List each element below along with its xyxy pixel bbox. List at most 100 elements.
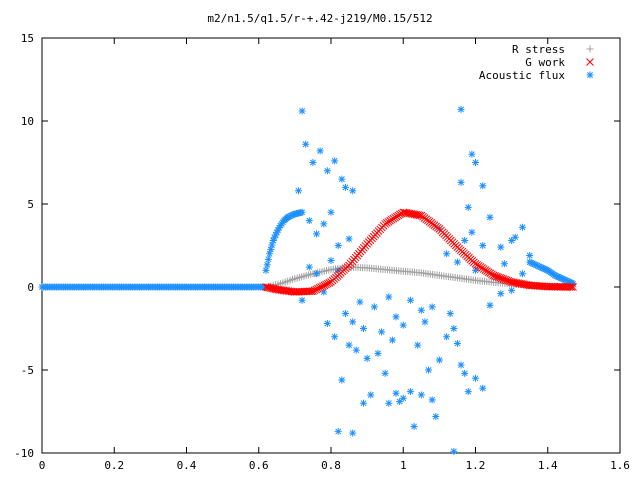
acoustic-flux-point	[532, 261, 540, 269]
acoustic-flux-point	[396, 398, 404, 406]
x-tick-label: 1.4	[538, 459, 558, 472]
acoustic-flux-point	[535, 262, 543, 270]
acoustic-flux-point	[410, 422, 418, 430]
legend-marker	[586, 45, 594, 53]
acoustic-flux-point	[288, 211, 296, 219]
acoustic-flux-point	[338, 376, 346, 384]
acoustic-flux-point	[263, 261, 271, 269]
acoustic-flux-point	[381, 369, 389, 377]
x-tick-label: 1.6	[610, 459, 630, 472]
acoustic-flux-point	[370, 303, 378, 311]
acoustic-flux-point	[518, 223, 526, 231]
acoustic-flux-point	[331, 333, 339, 341]
acoustic-flux-point	[287, 212, 295, 220]
acoustic-flux-point	[508, 237, 516, 245]
acoustic-flux-point	[327, 208, 335, 216]
y-tick-label: -10	[14, 447, 34, 460]
acoustic-flux-point	[417, 306, 425, 314]
acoustic-flux-point	[414, 341, 422, 349]
g-work-point	[563, 283, 572, 291]
acoustic-flux-point	[527, 259, 535, 267]
x-tick-label: 0	[39, 459, 46, 472]
acoustic-flux-point	[363, 354, 371, 362]
acoustic-flux-point	[269, 237, 277, 245]
acoustic-flux-point	[450, 447, 458, 455]
g-work-point	[569, 283, 577, 291]
acoustic-flux-point	[497, 290, 505, 298]
g-work-point	[265, 283, 273, 292]
chart-title: m2/n1.5/q1.5/r-+.42-j219/M0.15/512	[207, 12, 432, 25]
acoustic-flux-point	[298, 208, 306, 216]
legend-label: R stress	[512, 43, 565, 56]
acoustic-flux-point	[518, 270, 526, 278]
x-tick-label: 0.6	[249, 459, 269, 472]
acoustic-flux-point	[272, 231, 280, 239]
acoustic-flux-point	[313, 230, 321, 238]
acoustic-flux-point	[378, 328, 386, 336]
acoustic-flux-point	[302, 140, 310, 148]
acoustic-flux-point	[479, 182, 487, 190]
acoustic-flux-point	[406, 388, 414, 396]
acoustic-flux-point	[267, 245, 275, 253]
acoustic-flux-point	[541, 265, 549, 273]
acoustic-flux-point	[457, 105, 465, 113]
acoustic-flux-point	[334, 242, 342, 249]
acoustic-flux-point	[529, 260, 537, 268]
g-work-point	[561, 283, 570, 291]
legend-label: Acoustic flux	[479, 69, 565, 82]
acoustic-flux-point	[349, 429, 357, 437]
acoustic-flux-point	[268, 241, 276, 249]
acoustic-flux-point	[538, 264, 546, 272]
acoustic-flux-point	[273, 228, 281, 236]
acoustic-flux-point	[360, 325, 368, 332]
acoustic-flux-point	[341, 310, 349, 318]
y-tick-label: 5	[27, 198, 34, 211]
acoustic-flux-point	[305, 263, 313, 271]
g-work-point	[305, 287, 314, 296]
acoustic-flux-point	[561, 276, 569, 284]
acoustic-flux-point	[406, 296, 414, 304]
series-acoustic-flux	[38, 105, 577, 455]
acoustic-flux-point	[530, 260, 538, 268]
acoustic-flux-point	[453, 258, 461, 266]
acoustic-flux-point	[551, 271, 559, 279]
acoustic-flux-point	[323, 167, 331, 175]
acoustic-flux-point	[500, 260, 508, 268]
y-tick-label: 0	[27, 281, 34, 294]
acoustic-flux-point	[305, 217, 313, 225]
acoustic-flux-point	[479, 384, 487, 392]
acoustic-flux-point	[508, 286, 516, 294]
series-g-work	[262, 208, 577, 296]
acoustic-flux-point	[557, 274, 565, 282]
acoustic-flux-point	[320, 288, 328, 296]
acoustic-flux-point	[428, 396, 436, 404]
acoustic-flux-point	[457, 178, 465, 186]
acoustic-flux-point	[399, 321, 407, 329]
acoustic-flux-point	[262, 266, 270, 274]
acoustic-flux-point	[367, 391, 375, 399]
acoustic-flux-point	[468, 228, 476, 236]
g-work-point	[263, 283, 272, 292]
acoustic-flux-point	[334, 427, 342, 435]
acoustic-flux-point	[560, 275, 568, 283]
acoustic-flux-point	[453, 339, 461, 347]
acoustic-flux-point	[338, 175, 346, 183]
legend-marker	[586, 58, 594, 66]
g-work-point	[565, 283, 574, 291]
y-tick-label: -5	[21, 364, 34, 377]
acoustic-flux-point	[294, 187, 302, 195]
acoustic-flux-point	[284, 213, 292, 221]
acoustic-flux-point	[323, 320, 331, 328]
acoustic-flux-point	[360, 399, 368, 407]
acoustic-flux-point	[289, 211, 297, 219]
acoustic-flux-point	[309, 159, 317, 166]
acoustic-flux-point	[511, 233, 519, 241]
acoustic-flux-point	[298, 107, 306, 115]
x-tick-label: 0.4	[177, 459, 197, 472]
acoustic-flux-point	[486, 301, 494, 309]
acoustic-flux-point	[464, 388, 472, 396]
axes: 0 0.2 0.4 0.6 0.8 1 1.2 1.4 1.6 -10 -5 0 5 10 15	[14, 32, 630, 472]
acoustic-flux-point	[533, 262, 541, 270]
acoustic-flux-point	[341, 183, 349, 191]
